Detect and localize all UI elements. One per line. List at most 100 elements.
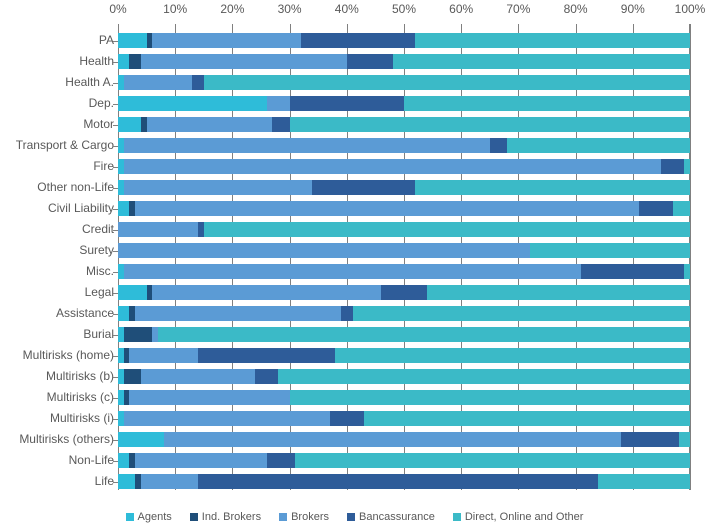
stacked-bar (118, 474, 690, 489)
x-axis-label: 60% (449, 2, 473, 16)
bar-segment-brokers (124, 159, 662, 174)
bar-segment-direct (684, 264, 690, 279)
bar-segment-bancassurance (272, 117, 289, 132)
legend-swatch (279, 513, 287, 521)
bar-row: Other non-Life (118, 177, 690, 198)
stacked-bar (118, 264, 690, 279)
stacked-bar (118, 306, 690, 321)
x-axis-label: 40% (335, 2, 359, 16)
y-tick (113, 83, 118, 84)
stacked-bar (118, 138, 690, 153)
category-label: Health (0, 54, 114, 68)
y-tick (113, 188, 118, 189)
bar-segment-brokers (124, 411, 330, 426)
bar-row: Misc. (118, 261, 690, 282)
bar-row: Health (118, 51, 690, 72)
bar-segment-ind_brokers (124, 369, 141, 384)
legend-item: Brokers (279, 511, 329, 523)
category-label: Surety (0, 243, 114, 257)
y-tick (113, 146, 118, 147)
bar-segment-direct (427, 285, 690, 300)
bar-row: Transport & Cargo (118, 135, 690, 156)
bar-segment-agents (118, 54, 129, 69)
category-label: Fire (0, 159, 114, 173)
bar-segment-agents (118, 96, 267, 111)
bar-segment-brokers (141, 474, 198, 489)
bar-segment-direct (204, 75, 690, 90)
bar-segment-brokers (164, 432, 622, 447)
bar-segment-brokers (129, 348, 198, 363)
bar-segment-bancassurance (490, 138, 507, 153)
bar-row: Multirisks (b) (118, 366, 690, 387)
bar-row: Legal (118, 282, 690, 303)
y-tick (113, 314, 118, 315)
stacked-bar (118, 180, 690, 195)
bar-row: PA (118, 30, 690, 51)
bar-segment-bancassurance (341, 306, 352, 321)
bar-row: Multirisks (home) (118, 345, 690, 366)
bar-segment-bancassurance (639, 201, 673, 216)
bar-segment-brokers (124, 264, 582, 279)
bar-segment-direct (415, 33, 690, 48)
bar-segment-agents (118, 474, 135, 489)
legend-item: Agents (126, 511, 172, 523)
bar-row: Burial (118, 324, 690, 345)
stacked-bar (118, 75, 690, 90)
x-axis-label: 30% (278, 2, 302, 16)
y-tick (113, 419, 118, 420)
category-label: Health A. (0, 75, 114, 89)
stacked-bar (118, 117, 690, 132)
bar-segment-direct (530, 243, 690, 258)
legend-label: Bancassurance (359, 511, 435, 523)
y-tick (113, 41, 118, 42)
x-axis-label: 70% (506, 2, 530, 16)
legend-swatch (126, 513, 134, 521)
category-label: Life (0, 474, 114, 488)
bar-segment-agents (118, 285, 147, 300)
bar-segment-direct (158, 327, 690, 342)
legend: AgentsInd. BrokersBrokersBancassuranceDi… (0, 511, 709, 523)
bar-segment-bancassurance (290, 96, 404, 111)
stacked-bar (118, 96, 690, 111)
category-label: Legal (0, 285, 114, 299)
stacked-bar (118, 369, 690, 384)
bar-segment-agents (118, 201, 129, 216)
bar-row: Multirisks (others) (118, 429, 690, 450)
y-tick (113, 398, 118, 399)
category-label: Multirisks (home) (0, 348, 114, 362)
bar-row: Surety (118, 240, 690, 261)
bar-segment-direct (364, 411, 690, 426)
x-axis-label: 90% (621, 2, 645, 16)
category-label: Burial (0, 327, 114, 341)
y-tick (113, 377, 118, 378)
y-tick (113, 335, 118, 336)
bar-segment-direct (507, 138, 690, 153)
gridline (690, 24, 691, 490)
bar-segment-bancassurance (192, 75, 203, 90)
bar-segment-direct (278, 369, 690, 384)
legend-label: Agents (138, 511, 172, 523)
y-tick (113, 167, 118, 168)
category-label: Multirisks (i) (0, 411, 114, 425)
bar-segment-brokers (124, 75, 193, 90)
legend-label: Brokers (291, 511, 329, 523)
bar-segment-agents (118, 33, 147, 48)
bar-row: Credit (118, 219, 690, 240)
bar-segment-agents (118, 453, 129, 468)
bar-segment-brokers (141, 369, 255, 384)
legend-item: Bancassurance (347, 511, 435, 523)
bar-segment-brokers (129, 390, 289, 405)
stacked-bar (118, 54, 690, 69)
y-tick (113, 251, 118, 252)
x-axis-label: 100% (675, 2, 706, 16)
bar-segment-brokers (267, 96, 290, 111)
bar-segment-brokers (147, 117, 273, 132)
bar-segment-bancassurance (330, 411, 364, 426)
bar-segment-bancassurance (661, 159, 684, 174)
legend-swatch (190, 513, 198, 521)
category-label: PA (0, 33, 114, 47)
category-label: Transport & Cargo (0, 138, 114, 152)
bar-row: Assistance (118, 303, 690, 324)
y-tick (113, 272, 118, 273)
bar-segment-brokers (118, 222, 198, 237)
